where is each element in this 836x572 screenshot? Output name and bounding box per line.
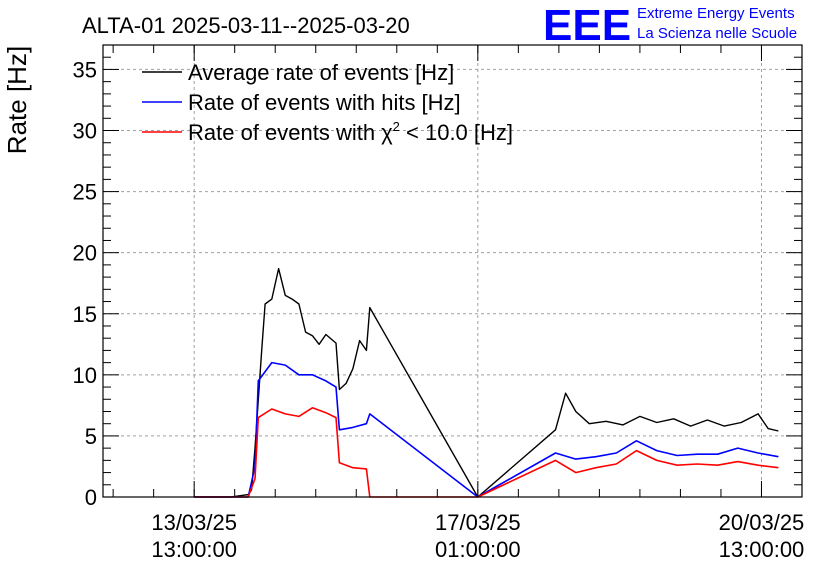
- y-tick-label: 25: [73, 180, 97, 205]
- y-tick-label: 30: [73, 119, 97, 144]
- series-line-chi2: [194, 407, 779, 498]
- legend-label-average: Average rate of events [Hz]: [188, 60, 454, 85]
- legend-label-chi2: Rate of events with χ2 < 10.0 [Hz]: [188, 119, 513, 145]
- x-tick-label-date: 17/03/25: [435, 510, 521, 535]
- legend: Average rate of events [Hz] Rate of event…: [142, 60, 513, 145]
- y-tick-label: 15: [73, 302, 97, 327]
- series-line-average: [194, 267, 779, 498]
- series-line-hits: [194, 361, 779, 498]
- x-tick-label-time: 13:00:00: [151, 537, 237, 562]
- x-tick-label-date: 13/03/25: [151, 510, 237, 535]
- plot-frame: [102, 44, 803, 498]
- legend-label-hits: Rate of events with hits [Hz]: [188, 90, 461, 115]
- eee-logo: EEE Extreme Energy Events La Scienza nel…: [543, 1, 797, 50]
- y-tick-label: 20: [73, 241, 97, 266]
- y-tick-label: 10: [73, 363, 97, 388]
- chart-title: ALTA-01 2025-03-11--2025-03-20: [82, 13, 410, 38]
- logo-line-1: Extreme Energy Events: [637, 5, 795, 22]
- logo-line-2: La Scienza nelle Scuole: [637, 25, 797, 42]
- y-axis-label: Rate [Hz]: [2, 46, 32, 154]
- axes: 0510152025303513/03/2513:00:0017/03/2501…: [73, 44, 805, 562]
- x-tick-label-time: 13:00:00: [719, 537, 805, 562]
- y-tick-label: 35: [73, 57, 97, 82]
- x-tick-label-date: 20/03/25: [719, 510, 805, 535]
- grid: [103, 45, 802, 497]
- series-layer: [194, 267, 779, 498]
- y-tick-label: 0: [85, 485, 97, 510]
- y-tick-label: 5: [85, 424, 97, 449]
- logo-mark: EEE: [543, 1, 631, 50]
- x-tick-label-time: 01:00:00: [435, 537, 521, 562]
